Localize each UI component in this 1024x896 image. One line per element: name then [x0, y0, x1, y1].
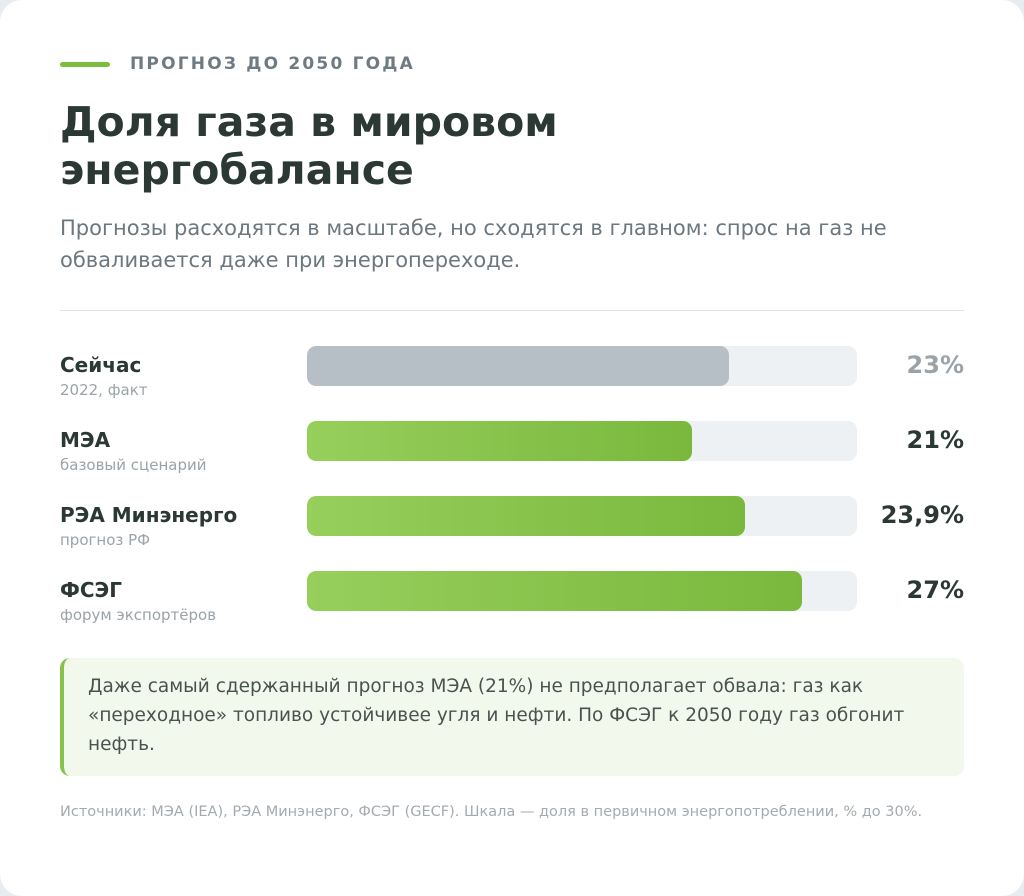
bar-row: РЭА Минэнерго прогноз РФ 23,9% [60, 496, 970, 553]
bar-track [307, 346, 857, 386]
divider [60, 310, 964, 311]
bar-value-label: 21% [906, 426, 964, 454]
bar-category-label: МЭА [60, 428, 111, 452]
bar [307, 421, 692, 461]
bar-track [307, 421, 857, 461]
bar-row: МЭА базовый сценарий 21% [60, 421, 970, 478]
bar-category-note: форум экспортёров [60, 606, 217, 624]
bar-category-label: Сейчас [60, 353, 142, 377]
bar-category-label: ФСЭГ [60, 578, 122, 602]
bar-category-label: РЭА Минэнерго [60, 503, 238, 527]
bar-value-label: 27% [906, 576, 964, 604]
bar-value-label: 23% [906, 351, 964, 379]
bar-track [307, 496, 857, 536]
bar [307, 346, 729, 386]
page-subtitle: Прогнозы расходятся в масштабе, но сходя… [60, 216, 887, 272]
bar-track [307, 571, 857, 611]
title-line-1: Доля газа в мировом [60, 98, 558, 146]
page-title: Доля газа в мировом энергобалансе [60, 98, 960, 194]
bar-row: Сейчас 2022, факт 23% [60, 346, 970, 403]
bar-category-note: 2022, факт [60, 381, 148, 399]
bar-category-note: базовый сценарий [60, 456, 207, 474]
bar-value-label: 23,9% [880, 501, 964, 529]
source-footnote: Источники: МЭА (IEA), РЭА Минэнерго, ФСЭ… [60, 804, 923, 820]
callout-box: Даже самый сдержанный прогноз МЭА (21%) … [60, 658, 964, 776]
bar-row: ФСЭГ форум экспортёров 27% [60, 571, 970, 628]
eyebrow-accent-line [60, 61, 110, 67]
callout-text: Даже самый сдержанный прогноз МЭА (21%) … [88, 676, 905, 755]
eyebrow: ПРОГНОЗ ДО 2050 ГОДА [60, 52, 415, 76]
bar [307, 496, 745, 536]
bar-category-note: прогноз РФ [60, 531, 151, 549]
eyebrow-text: ПРОГНОЗ ДО 2050 ГОДА [130, 54, 415, 74]
bar [307, 571, 802, 611]
title-line-2: энергобалансе [60, 146, 414, 194]
